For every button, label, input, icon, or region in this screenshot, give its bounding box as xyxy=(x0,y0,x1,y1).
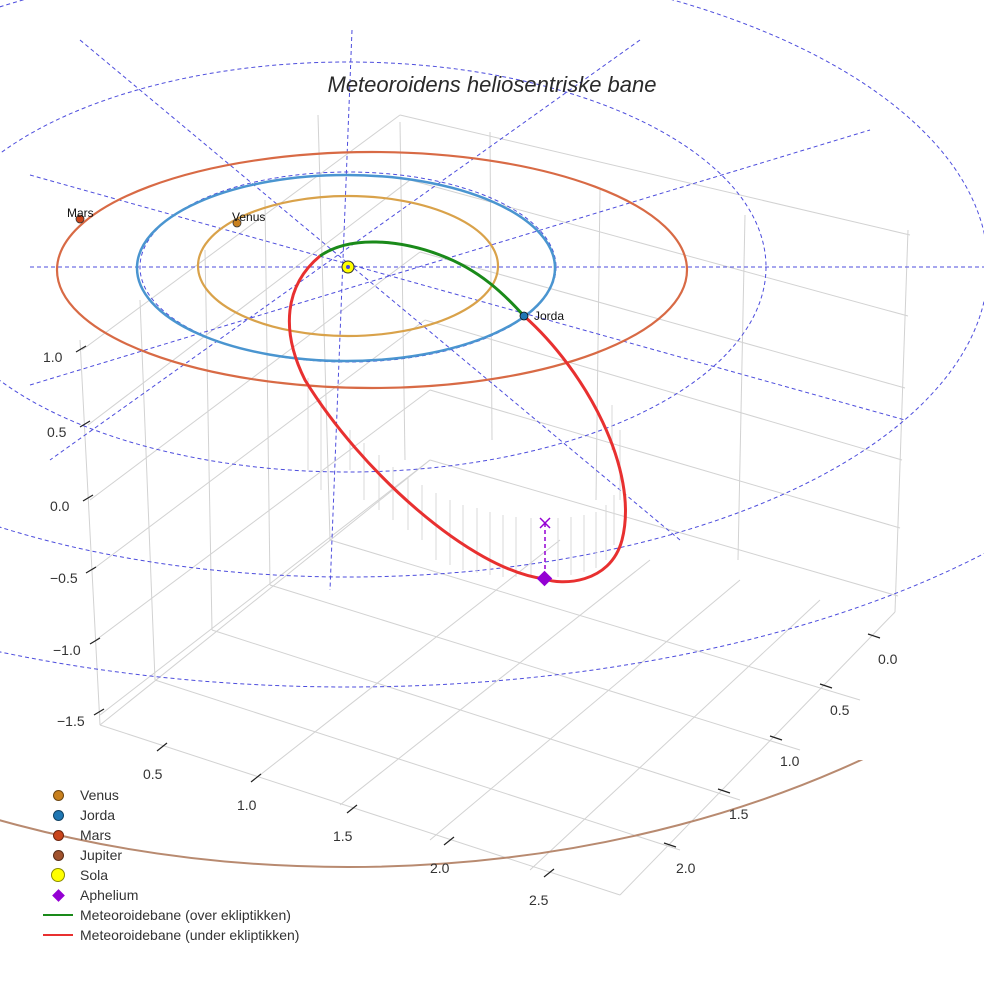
jorda-marker[interactable] xyxy=(519,311,529,321)
z-tick: 1.0 xyxy=(43,349,63,365)
y-tick: 0.5 xyxy=(830,702,850,718)
legend-item-orbit-over[interactable]: Meteoroidebane (over ekliptikken) xyxy=(36,905,299,925)
legend-label: Meteoroidebane (over ekliptikken) xyxy=(80,907,291,923)
legend-label: Aphelium xyxy=(80,887,139,903)
venus-orbit xyxy=(196,194,500,338)
legend-item-jupiter[interactable]: Jupiter xyxy=(36,845,299,865)
z-tick: −0.5 xyxy=(50,570,78,586)
legend-item-venus[interactable]: Venus xyxy=(36,785,299,805)
jupiter-dot-icon xyxy=(52,849,64,861)
sun-dot-icon xyxy=(51,868,65,882)
x-tick: 0.5 xyxy=(143,766,163,782)
z-tick: −1.0 xyxy=(53,642,81,658)
legend-label: Jorda xyxy=(80,807,116,823)
jorda-orbit xyxy=(135,173,557,363)
legend-label: Venus xyxy=(80,787,119,803)
green-line-icon xyxy=(43,914,73,916)
jorda-label: Jorda xyxy=(534,309,565,323)
legend-label: Jupiter xyxy=(80,847,123,863)
y-tick: 1.0 xyxy=(780,753,800,769)
jorda-dot-icon xyxy=(52,809,64,821)
x-tick: 2.5 xyxy=(529,892,549,908)
legend-label: Sola xyxy=(80,867,109,883)
sola-center xyxy=(346,265,350,269)
legend-item-mars[interactable]: Mars xyxy=(36,825,299,845)
y-tick: 0.0 xyxy=(878,651,898,667)
x-tick: 1.5 xyxy=(333,828,353,844)
ecliptic-guides xyxy=(0,0,984,688)
aphelion-projection-marker xyxy=(539,517,551,529)
z-tick: 0.5 xyxy=(47,424,67,440)
legend-label: Meteoroidebane (under ekliptikken) xyxy=(80,927,300,943)
z-tick: 0.0 xyxy=(50,498,70,514)
aphelion-marker[interactable] xyxy=(536,570,553,587)
mars-dot-icon xyxy=(52,829,64,841)
legend-item-jorda[interactable]: Jorda xyxy=(36,805,299,825)
axes-grid xyxy=(79,114,911,896)
legend: Venus Jorda Mars Jupiter Sola Aphelium M… xyxy=(36,785,299,945)
venus-dot-icon xyxy=(52,789,64,801)
x-tick: 2.0 xyxy=(430,860,450,876)
mars-orbit xyxy=(55,150,689,390)
x-tick: 1.0 xyxy=(237,797,257,813)
y-tick: 1.5 xyxy=(729,806,749,822)
venus-marker[interactable] xyxy=(232,218,242,228)
jupiter-orbit xyxy=(0,760,864,868)
red-line-icon xyxy=(43,934,73,936)
legend-label: Mars xyxy=(80,827,112,843)
mars-label: Mars xyxy=(67,206,94,220)
z-tick: −1.5 xyxy=(57,713,85,729)
mars-marker[interactable] xyxy=(75,214,85,224)
meteoroid-orbit-under xyxy=(287,254,627,584)
meteoroid-orbit-over xyxy=(319,240,526,318)
diamond-icon xyxy=(51,888,65,902)
legend-item-sola[interactable]: Sola xyxy=(36,865,299,885)
legend-item-aphelium[interactable]: Aphelium xyxy=(36,885,299,905)
tick-marks xyxy=(75,345,881,878)
venus-label: Venus xyxy=(232,210,266,224)
y-tick: 2.0 xyxy=(676,860,696,876)
chart-title: Meteoroidens heliosentriske bane xyxy=(327,72,657,97)
legend-item-orbit-under[interactable]: Meteoroidebane (under ekliptikken) xyxy=(36,925,299,945)
